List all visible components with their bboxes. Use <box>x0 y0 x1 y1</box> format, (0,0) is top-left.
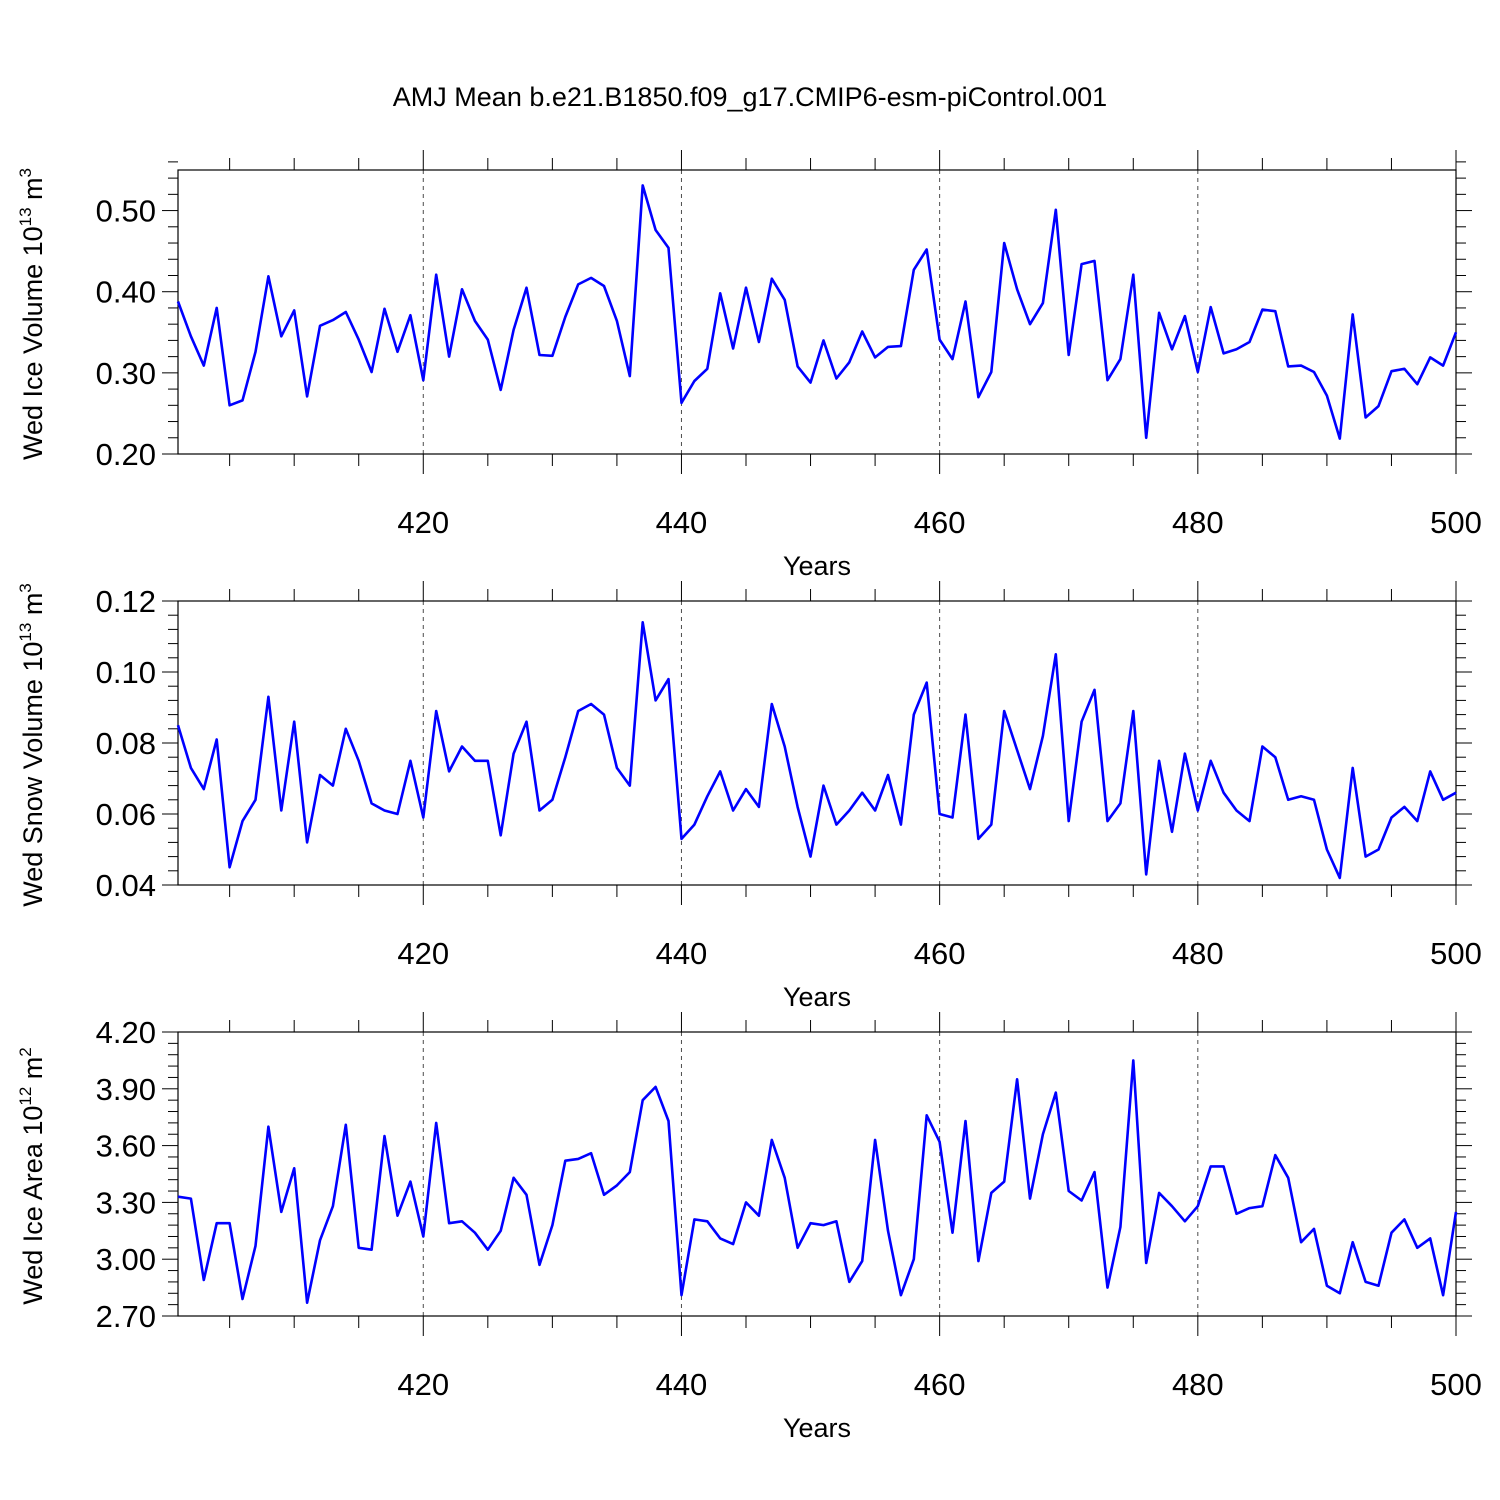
y-axis-title-text: m <box>18 593 48 623</box>
plot-frame <box>177 169 1457 455</box>
x-tick-label: 420 <box>397 505 449 540</box>
y-tick-label: 0.50 <box>96 194 156 229</box>
y-tick-label: 0.06 <box>96 797 156 832</box>
x-tick-label: 500 <box>1430 505 1482 540</box>
y-tick-label: 3.60 <box>96 1129 156 1164</box>
y-axis-title-text: Wed Ice Volume 10 <box>18 226 48 460</box>
x-tick-label: 500 <box>1430 936 1482 971</box>
y-axis-title-superscript: 12 <box>16 1087 35 1106</box>
y-tick-label: 0.10 <box>96 655 156 690</box>
y-axis-title: Wed Snow Volume 1013 m3 <box>16 583 48 907</box>
series-line <box>177 1059 1458 1304</box>
plot-frame <box>177 1031 1457 1317</box>
x-tick-label: 500 <box>1430 1367 1482 1402</box>
y-axis-title-superscript: 13 <box>16 207 35 226</box>
series-line <box>176 184 1458 440</box>
chart-panel-1: 0.20 0.30 0.40 0.50 420 440 460 480 500 Years Wed … <box>16 150 1482 581</box>
x-tick-label: 460 <box>914 505 966 540</box>
y-tick-label: 2.70 <box>96 1299 156 1334</box>
x-tick-label: 440 <box>656 1367 708 1402</box>
y-axis-title-text: m <box>18 1057 48 1087</box>
y-axis-title: Wed Ice Area 1012 m2 <box>16 1047 48 1305</box>
x-axis-title: Years <box>783 982 851 1012</box>
y-tick-label: 3.00 <box>96 1242 156 1277</box>
y-tick-label: 0.20 <box>96 437 156 472</box>
chart-panel-3: 2.70 3.00 3.30 3.60 3.90 4.20 420 440 460 480 500 Y… <box>16 1012 1482 1443</box>
y-tick-label: 3.30 <box>96 1185 156 1220</box>
chart-title: AMJ Mean b.e21.B1850.f09_g17.CMIP6-esm-p… <box>392 82 1108 112</box>
y-tick-label: 0.40 <box>96 275 156 310</box>
y-tick-label: 0.04 <box>96 868 156 903</box>
plot-frame <box>177 600 1457 886</box>
y-tick-label: 3.90 <box>96 1072 156 1107</box>
x-tick-label: 480 <box>1172 505 1224 540</box>
x-axis-title: Years <box>783 1413 851 1443</box>
x-tick-label: 460 <box>914 1367 966 1402</box>
y-tick-label: 4.20 <box>96 1015 156 1050</box>
y-axis-title-superscript: 3 <box>16 168 35 177</box>
y-axis-title-superscript: 13 <box>16 623 35 642</box>
x-tick-label: 420 <box>397 936 449 971</box>
y-axis-title-text: Wed Snow Volume 10 <box>18 642 48 907</box>
x-tick-label: 480 <box>1172 1367 1224 1402</box>
y-axis-title-superscript: 3 <box>16 583 35 592</box>
y-axis-title-superscript: 2 <box>16 1047 35 1056</box>
x-tick-label: 440 <box>656 936 708 971</box>
y-axis-title-text: Wed Ice Area 10 <box>18 1106 48 1305</box>
y-axis-title: Wed Ice Volume 1013 m3 <box>16 168 48 460</box>
x-axis-title: Years <box>783 551 851 581</box>
series-line <box>176 620 1457 880</box>
x-tick-label: 460 <box>914 936 966 971</box>
y-tick-label: 0.12 <box>96 584 156 619</box>
y-tick-label: 0.08 <box>96 726 156 761</box>
x-tick-label: 420 <box>397 1367 449 1402</box>
x-tick-label: 480 <box>1172 936 1224 971</box>
y-tick-label: 0.30 <box>96 356 156 391</box>
y-axis-title-text: m <box>18 177 48 207</box>
x-tick-label: 440 <box>656 505 708 540</box>
chart-panel-2: 0.04 0.06 0.08 0.10 0.12 420 440 460 480 500 Years… <box>16 581 1482 1012</box>
